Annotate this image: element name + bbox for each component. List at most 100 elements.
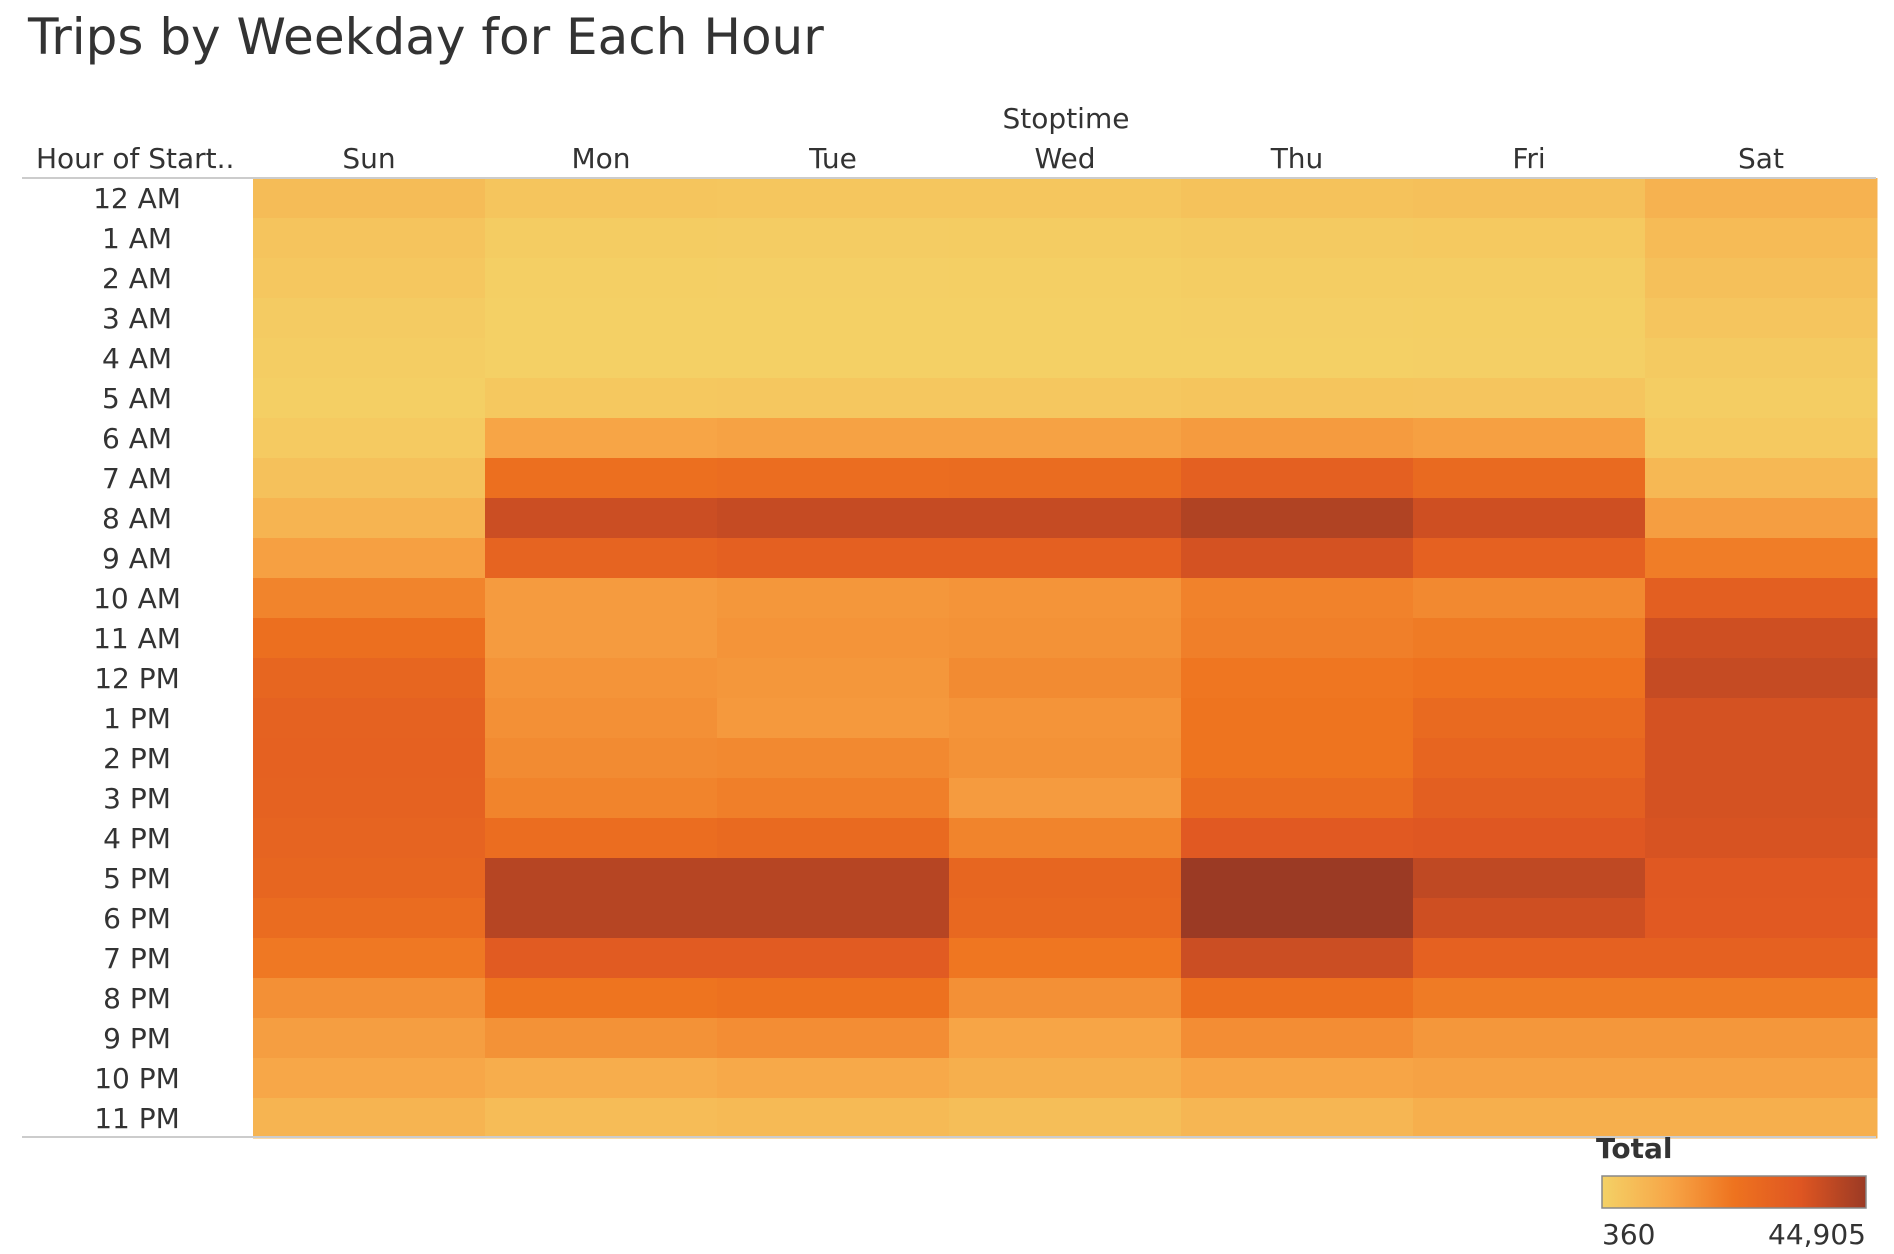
heatmap-cell (1413, 898, 1646, 939)
heatmap-cell (485, 778, 718, 819)
column-header: Stoptime (1003, 102, 1130, 135)
heatmap-cell (1181, 258, 1414, 299)
heatmap-cell (485, 578, 718, 619)
heatmap-cell (485, 1018, 718, 1059)
heatmap-cell (949, 738, 1182, 779)
heatmap-cell (1413, 1098, 1646, 1139)
heatmap-cell (717, 418, 950, 459)
heatmap-cell (1181, 538, 1414, 579)
heatmap-cell (717, 1018, 950, 1059)
heatmap-cell (253, 858, 486, 899)
row-label: 8 PM (103, 982, 171, 1015)
heatmap-cell (949, 818, 1182, 859)
heatmap-cell (949, 658, 1182, 699)
heatmap-cell (253, 458, 486, 499)
heatmap-cell (717, 498, 950, 539)
heatmap-cell (485, 178, 718, 219)
heatmap-cell (717, 698, 950, 739)
heatmap-cell (253, 538, 486, 579)
heatmap-cell (717, 178, 950, 219)
heatmap-cell (1181, 458, 1414, 499)
heatmap-cell (1413, 618, 1646, 659)
row-label: 1 AM (102, 222, 172, 255)
heatmap-cell (1645, 1058, 1878, 1099)
heatmap-cell (949, 578, 1182, 619)
heatmap-cell (1413, 978, 1646, 1019)
row-labels: 12 AM 1 AM 2 AM 3 AM 4 AM 5 AM 6 AM 7 AM 8 AM 9 A… (93, 182, 181, 1135)
heatmap-cell (253, 1058, 486, 1099)
heatmap-cell (1645, 218, 1878, 259)
heatmap-cell (1645, 378, 1878, 419)
heatmap-cell (1181, 898, 1414, 939)
heatmap-cell (1645, 1098, 1878, 1139)
row-label: 1 PM (103, 702, 171, 735)
heatmap-cell (485, 738, 718, 779)
heatmap-cell (253, 1098, 486, 1139)
heatmap-cell (485, 258, 718, 299)
heatmap-cell (1645, 818, 1878, 859)
color-legend: Total 360 44,905 (1596, 1132, 1867, 1251)
heatmap-cell (1645, 658, 1878, 699)
row-label: 9 AM (102, 542, 172, 575)
heatmap-cell (253, 658, 486, 699)
heatmap-cell (1413, 698, 1646, 739)
heatmap-cell (253, 818, 486, 859)
row-label: 3 PM (103, 782, 171, 815)
row-label: 5 AM (102, 382, 172, 415)
heatmap-cell (1181, 578, 1414, 619)
heatmap-cell (1413, 578, 1646, 619)
heatmap-cell (1413, 1018, 1646, 1059)
heatmap-cell (253, 938, 486, 979)
heatmap-cell (485, 698, 718, 739)
row-label: 10 AM (93, 582, 181, 615)
heatmap-cell (1181, 298, 1414, 339)
heatmap-cell (485, 378, 718, 419)
heatmap-cell (717, 538, 950, 579)
heatmap-cell (1181, 738, 1414, 779)
chart-title: Trips by Weekday for Each Hour (28, 8, 824, 66)
heatmap-cell (1181, 378, 1414, 419)
legend-max-label: 44,905 (1768, 1218, 1866, 1251)
heatmap-cell (949, 1058, 1182, 1099)
row-label: 9 PM (103, 1022, 171, 1055)
heatmap-cell (1181, 978, 1414, 1019)
heatmap-cell (253, 898, 486, 939)
heatmap-cell (485, 1098, 718, 1139)
heatmap-cell (1413, 338, 1646, 379)
heatmap-cell (253, 778, 486, 819)
heatmap-cell (253, 178, 486, 219)
heatmap-cell (253, 698, 486, 739)
heatmap-cell (253, 578, 486, 619)
heatmap-cell (1413, 538, 1646, 579)
heatmap-cell (253, 498, 486, 539)
heatmap-cell (1413, 178, 1646, 219)
heatmap-cell (949, 218, 1182, 259)
heatmap-cell (485, 538, 718, 579)
heatmap-cell (949, 258, 1182, 299)
heatmap-cell (717, 1098, 950, 1139)
row-label: 12 AM (93, 182, 181, 215)
heatmap-cell (717, 218, 950, 259)
heatmap-cell (1645, 898, 1878, 939)
row-label: 12 PM (94, 662, 180, 695)
heatmap-cell (1181, 418, 1414, 459)
heatmap-cell (485, 658, 718, 699)
heatmap-cell (1181, 1058, 1414, 1099)
heatmap-cell (1181, 778, 1414, 819)
heatmap-cell (949, 418, 1182, 459)
heatmap-cell (949, 778, 1182, 819)
heatmap-cell (1645, 938, 1878, 979)
heatmap-cell (717, 1058, 950, 1099)
heatmap-cell (1181, 338, 1414, 379)
heatmap-cell (253, 298, 486, 339)
heatmap-cell (1413, 738, 1646, 779)
heatmap-cells (253, 178, 1878, 1139)
heatmap-cell (1645, 258, 1878, 299)
heatmap-cell (1645, 498, 1878, 539)
row-label: 11 AM (93, 622, 181, 655)
heatmap-cell (717, 298, 950, 339)
heatmap-cell (485, 978, 718, 1019)
row-label: 10 PM (94, 1062, 180, 1095)
heatmap-cell (485, 858, 718, 899)
heatmap-cell (949, 1098, 1182, 1139)
